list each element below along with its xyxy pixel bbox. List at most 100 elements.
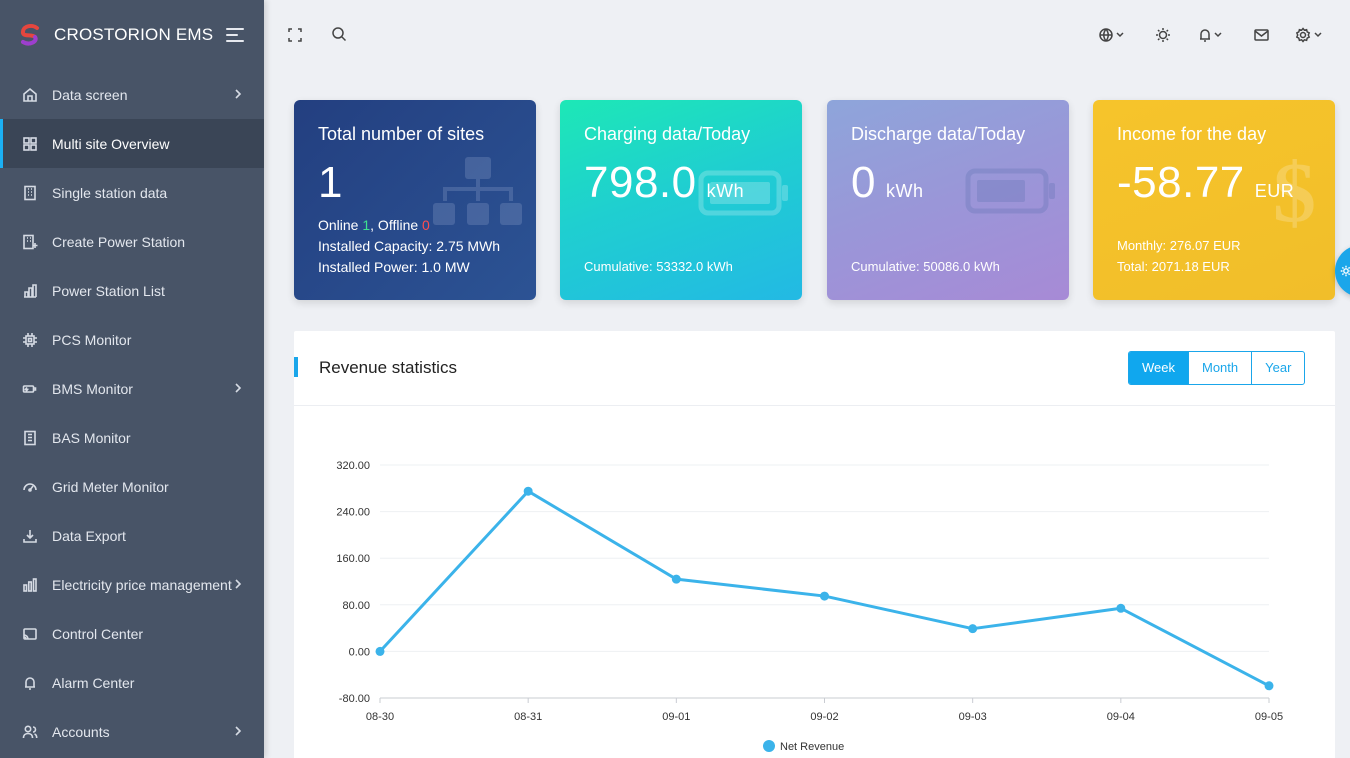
x-tick-label: 09-04 (1107, 711, 1135, 723)
bar-chart-icon (22, 577, 38, 593)
income-value: -58.77 (1117, 158, 1245, 207)
revenue-panel-header: Revenue statistics Week Month Year (294, 331, 1335, 406)
fullscreen-icon[interactable] (288, 26, 302, 44)
brand: CROSTORION EMS (0, 0, 264, 70)
income-unit: EUR (1254, 181, 1295, 201)
gear-icon (1340, 265, 1350, 277)
gear-icon[interactable] (1296, 26, 1324, 44)
sidebar-item-power-station-list[interactable]: Power Station List (0, 266, 264, 315)
card-total-sites: Total number of sites 1 Online 1, Offlin… (294, 100, 536, 300)
mail-icon[interactable] (1254, 26, 1269, 44)
y-tick-label: -80.00 (339, 693, 370, 705)
sidebar-nav: Data screen Multi site Overview Single sta… (0, 70, 264, 756)
card-title: Income for the day (1117, 124, 1267, 144)
card-title: Discharge data/Today (851, 124, 1026, 144)
card-value: -58.77 EUR (1117, 158, 1294, 208)
battery-full-icon (698, 170, 788, 216)
download-icon (22, 528, 38, 544)
sidebar-item-label: Electricity price management (52, 576, 232, 593)
sidebar-item-data-export[interactable]: Data Export (0, 511, 264, 560)
app-title: CROSTORION EMS (54, 25, 214, 44)
offline-count: 0 (422, 217, 430, 233)
building-list-icon (22, 430, 38, 446)
data-point (1264, 681, 1274, 691)
online-count: 1 (362, 217, 371, 233)
offline-label: , Offline (370, 217, 423, 233)
x-tick-label: 09-03 (959, 711, 987, 723)
installed-capacity: Installed Capacity: 2.75 MWh (318, 238, 501, 254)
revenue-line-chart: 320.00 240.00 160.00 80.00 0.00 -80.00 08-30 08… (336, 460, 1283, 753)
search-icon[interactable] (331, 25, 347, 43)
data-point (820, 591, 829, 601)
tab-month[interactable]: Month (1188, 352, 1251, 384)
sidebar-item-label: Data Export (52, 527, 126, 544)
sidebar-item-bms-monitor[interactable]: BMS Monitor (0, 364, 264, 413)
income-monthly: Monthly: 276.07 EUR (1117, 238, 1241, 253)
sidebar-item-bas-monitor[interactable]: BAS Monitor (0, 413, 264, 462)
x-tick-label: 08-31 (514, 711, 542, 723)
sidebar-item-label: Control Center (52, 625, 144, 642)
bell-icon[interactable] (1198, 26, 1224, 44)
sidebar-item-label: PCS Monitor (52, 331, 132, 348)
card-title: Total number of sites (318, 124, 485, 144)
sidebar-item-label: Power Station List (52, 282, 165, 299)
card-income: Income for the day -58.77 EUR $ Monthly: … (1093, 100, 1335, 300)
card-value: 798.0 kWh (584, 158, 744, 208)
chevron-right-icon (234, 87, 242, 101)
discharge-value: 0 (851, 158, 876, 207)
sun-icon[interactable] (1155, 26, 1171, 44)
sidebar-item-create-power-station[interactable]: Create Power Station (0, 217, 264, 266)
tab-year[interactable]: Year (1251, 352, 1304, 384)
sidebar-item-label: Multi site Overview (52, 135, 170, 152)
sidebar-item-single-station-data[interactable]: Single station data (0, 168, 264, 217)
revenue-title: Revenue statistics (319, 358, 457, 377)
sidebar-item-grid-meter-monitor[interactable]: Grid Meter Monitor (0, 462, 264, 511)
sidebar-item-control-center[interactable]: Control Center (0, 609, 264, 658)
data-point (523, 486, 533, 496)
building-plus-icon (22, 234, 38, 250)
dollar-icon: $ (1273, 144, 1316, 240)
installed-power: Installed Power: 1.0 MW (318, 259, 470, 275)
online-offline-status: Online 1, Offline 0 (318, 217, 430, 233)
chevron-right-icon (234, 577, 242, 591)
charging-unit: kWh (707, 181, 745, 201)
theme-settings-tab[interactable] (1335, 245, 1350, 297)
online-label: Online (318, 217, 363, 233)
sidebar-item-pcs-monitor[interactable]: PCS Monitor (0, 315, 264, 364)
card-title: Charging data/Today (584, 124, 751, 144)
menu-toggle-icon[interactable] (226, 28, 244, 42)
data-point (671, 574, 681, 584)
cast-icon (22, 626, 38, 642)
sidebar-item-label: Accounts (52, 723, 110, 740)
chip-icon (22, 332, 38, 348)
sidebar-item-data-screen[interactable]: Data screen (0, 70, 264, 119)
y-tick-label: 240.00 (336, 507, 370, 519)
home-icon (22, 87, 38, 103)
sidebar-item-label: Single station data (52, 184, 168, 201)
chart-city-icon (22, 283, 38, 299)
sidebar-item-electricity-price-management[interactable]: Electricity price management (0, 560, 264, 609)
tab-week[interactable]: Week (1129, 352, 1188, 384)
series-line (378, 489, 1270, 688)
card-charging: Charging data/Today 798.0 kWh Cumulative:… (560, 100, 802, 300)
sidebar-item-alarm-center[interactable]: Alarm Center (0, 658, 264, 707)
charging-cumulative: Cumulative: 53332.0 kWh (584, 259, 733, 274)
sidebar-item-label: Grid Meter Monitor (52, 478, 169, 495)
x-tick-label: 08-30 (366, 711, 394, 723)
sidebar-item-accounts[interactable]: Accounts (0, 707, 264, 756)
card-discharge: Discharge data/Today 0 kWh Cumulative: 50… (827, 100, 1069, 300)
sidebar-item-multi-site-overview[interactable]: Multi site Overview (0, 119, 264, 168)
sidebar-item-label: BMS Monitor (52, 380, 133, 397)
charging-value: 798.0 (584, 158, 697, 207)
sidebar-item-label: Alarm Center (52, 674, 135, 691)
period-switch: Week Month Year (1128, 351, 1306, 385)
globe-icon[interactable] (1099, 26, 1125, 44)
bell-icon (22, 675, 38, 691)
discharge-unit: kWh (885, 181, 924, 201)
grid-icon (22, 136, 38, 152)
y-tick-label: 80.00 (342, 600, 370, 612)
building-icon (22, 185, 38, 201)
title-accent-bar (294, 357, 298, 377)
data-point (375, 646, 385, 656)
x-tick-label: 09-02 (810, 711, 838, 723)
